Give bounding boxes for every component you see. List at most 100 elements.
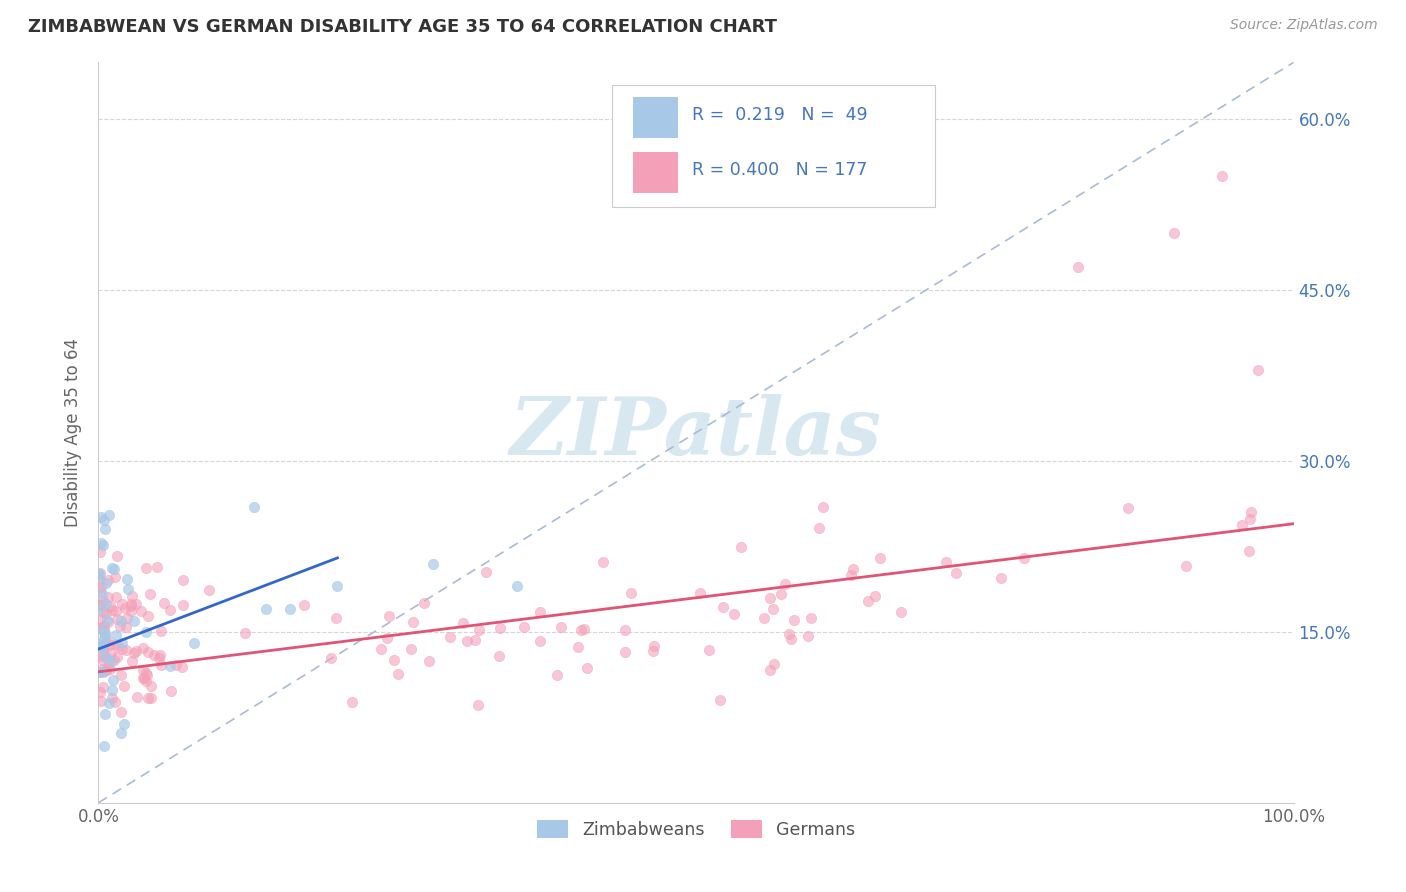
Point [569, 623, 592, 637]
Point [91, 594, 114, 608]
Point [614, 645, 637, 659]
Point [104, 628, 127, 642]
Point [100, 682, 122, 697]
Point [856, 594, 879, 608]
Point [90, 580, 112, 594]
Point [159, 684, 181, 698]
Point [90, 640, 112, 654]
Point [93, 513, 115, 527]
Point [529, 606, 551, 620]
Point [98, 508, 121, 522]
Point [132, 663, 155, 677]
Point [94, 650, 117, 665]
Point [778, 627, 800, 641]
Point [98, 638, 121, 652]
Point [387, 667, 409, 681]
Point [122, 646, 145, 660]
Point [89, 612, 111, 626]
Point [890, 605, 912, 619]
Point [412, 597, 434, 611]
Point [94, 522, 117, 536]
Point [91, 638, 114, 652]
FancyBboxPatch shape [633, 152, 678, 193]
Point [104, 695, 127, 709]
Point [550, 620, 572, 634]
Point [488, 621, 510, 635]
Point [340, 695, 363, 709]
Point [89, 684, 111, 698]
Point [89, 602, 111, 616]
Point [114, 620, 136, 634]
Text: ZIPatlas: ZIPatlas [510, 394, 882, 471]
Point [121, 589, 143, 603]
Point [91, 638, 114, 652]
Point [124, 614, 146, 628]
Point [149, 624, 172, 639]
Point [91, 653, 114, 667]
Point [89, 599, 111, 613]
Text: Source: ZipAtlas.com: Source: ZipAtlas.com [1230, 18, 1378, 32]
Point [97, 573, 120, 587]
Point [94, 664, 117, 678]
Point [105, 549, 128, 564]
Point [89, 648, 111, 663]
Point [800, 611, 823, 625]
Point [110, 726, 132, 740]
Point [97, 653, 120, 667]
Point [135, 673, 157, 688]
Point [93, 624, 115, 638]
Point [145, 559, 167, 574]
Point [135, 666, 157, 681]
Point [110, 705, 132, 719]
Point [422, 557, 444, 571]
Point [170, 659, 193, 673]
Point [100, 646, 122, 660]
Point [120, 604, 142, 618]
Point [90, 694, 112, 708]
Point [1247, 363, 1270, 377]
Point [689, 586, 711, 600]
Point [91, 681, 114, 695]
Point [96, 614, 118, 628]
Point [439, 631, 461, 645]
Point [1174, 558, 1197, 573]
Point [97, 661, 120, 675]
Point [159, 659, 181, 673]
Point [139, 691, 162, 706]
Point [139, 587, 162, 601]
Point [104, 570, 127, 584]
Point [529, 634, 551, 648]
Point [198, 582, 221, 597]
Point [759, 591, 782, 605]
Point [98, 662, 121, 676]
Point [89, 566, 111, 580]
Point [464, 632, 486, 647]
Point [120, 599, 142, 613]
Point [89, 621, 111, 635]
Point [98, 696, 121, 710]
Point [711, 599, 734, 614]
Point [935, 555, 957, 569]
Point [233, 625, 256, 640]
Point [91, 605, 114, 619]
Point [105, 612, 128, 626]
Point [115, 610, 138, 624]
Text: R =  0.219   N =  49: R = 0.219 N = 49 [692, 106, 868, 124]
Point [93, 739, 115, 753]
Point [456, 633, 478, 648]
Point [378, 609, 401, 624]
Point [575, 661, 598, 675]
Point [319, 650, 342, 665]
Point [292, 598, 315, 612]
Point [97, 615, 120, 629]
Point [91, 538, 114, 552]
Point [149, 648, 172, 662]
Point [101, 602, 124, 616]
Point [111, 636, 134, 650]
Point [90, 510, 112, 524]
Legend: Zimbabweans, Germans: Zimbabweans, Germans [530, 814, 862, 846]
Point [842, 561, 865, 575]
Point [468, 624, 491, 638]
Point [135, 668, 157, 682]
Point [1116, 501, 1139, 516]
